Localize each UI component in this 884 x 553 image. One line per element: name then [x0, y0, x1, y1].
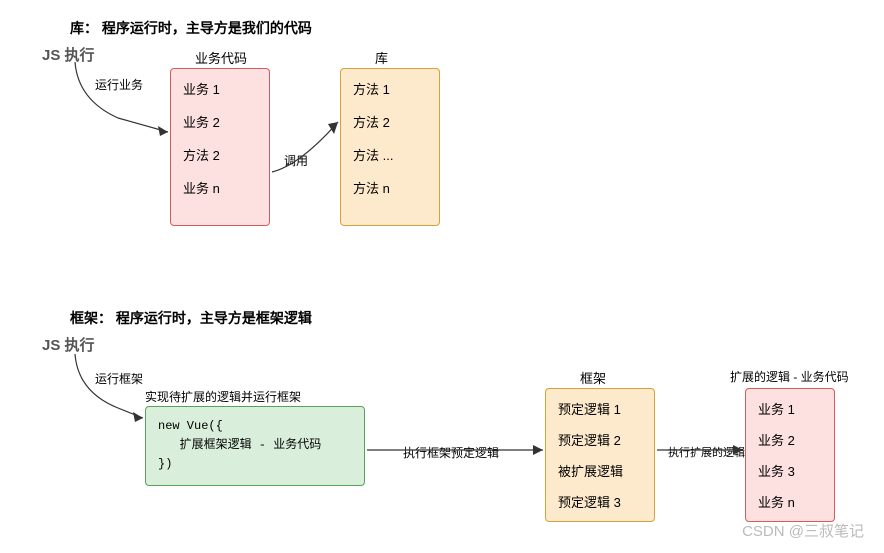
frame-item: 被扩展逻辑 [558, 461, 642, 480]
section1-biz-label: 业务代码 [195, 48, 247, 67]
section2-code-box: new Vue({ 扩展框架逻辑 - 业务代码 }) [145, 406, 365, 486]
ext-item: 业务 2 [758, 430, 822, 449]
ext-item: 业务 1 [758, 399, 822, 418]
section2-js-label: JS 执行 [42, 334, 95, 355]
lib-item: 方法 ... [353, 145, 427, 164]
biz-item: 方法 2 [183, 145, 257, 164]
section1-run-edge-label: 运行业务 [95, 76, 143, 93]
biz-item: 业务 2 [183, 112, 257, 131]
section2-ext-box: 业务 1 业务 2 业务 3 业务 n [745, 388, 835, 522]
frame-item: 预定逻辑 2 [558, 430, 642, 449]
section1-biz-box: 业务 1 业务 2 方法 2 业务 n [170, 68, 270, 226]
arrowhead [158, 126, 168, 136]
section2-title: 框架： 程序运行时，主导方是框架逻辑 [70, 308, 312, 328]
arrow-s1-run [75, 62, 168, 132]
lib-item: 方法 2 [353, 112, 427, 131]
section1-title: 库： 程序运行时，主导方是我们的代码 [70, 18, 312, 38]
section2-exec-ext-label: 执行扩展的逻辑 [668, 444, 745, 460]
code-line: new Vue({ [158, 417, 352, 436]
section2-ext-label: 扩展的逻辑 - 业务代码 [730, 368, 849, 385]
section1-lib-box: 方法 1 方法 2 方法 ... 方法 n [340, 68, 440, 226]
section2-frame-box: 预定逻辑 1 预定逻辑 2 被扩展逻辑 预定逻辑 3 [545, 388, 655, 522]
ext-item: 业务 n [758, 492, 822, 511]
frame-item: 预定逻辑 1 [558, 399, 642, 418]
ext-item: 业务 3 [758, 461, 822, 480]
section2-run-edge-label: 运行框架 [95, 370, 143, 387]
biz-item: 业务 n [183, 178, 257, 197]
section1-call-edge-label: 调用 [284, 152, 308, 169]
lib-item: 方法 n [353, 178, 427, 197]
arrowhead [133, 412, 143, 422]
code-line: 扩展框架逻辑 - 业务代码 [158, 436, 352, 455]
section1-lib-label: 库 [375, 48, 388, 67]
arrowhead [533, 445, 543, 455]
lib-item: 方法 1 [353, 79, 427, 98]
watermark: CSDN @三叔笔记 [742, 520, 864, 541]
section2-note: 实现待扩展的逻辑并运行框架 [145, 388, 301, 405]
arrowhead [328, 122, 338, 134]
section1-js-label: JS 执行 [42, 44, 95, 65]
frame-item: 预定逻辑 3 [558, 492, 642, 511]
section2-frame-label: 框架 [580, 368, 606, 387]
code-line: }) [158, 455, 352, 474]
biz-item: 业务 1 [183, 79, 257, 98]
section2-exec-preset-label: 执行框架预定逻辑 [403, 444, 499, 461]
